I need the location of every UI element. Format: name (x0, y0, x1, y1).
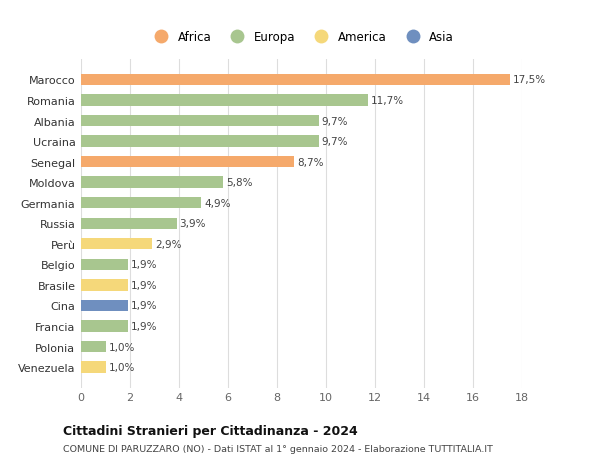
Bar (81, 157, 294, 168)
Text: 9,7%: 9,7% (322, 137, 348, 147)
Bar (81, 321, 128, 332)
Text: Cittadini Stranieri per Cittadinanza - 2024: Cittadini Stranieri per Cittadinanza - 2… (63, 425, 358, 437)
Bar (81, 75, 510, 86)
Text: 2,9%: 2,9% (155, 239, 181, 249)
Text: 1,9%: 1,9% (130, 260, 157, 270)
Bar (81, 362, 106, 373)
Bar (81, 198, 201, 209)
Text: 5,8%: 5,8% (226, 178, 253, 188)
Text: 1,9%: 1,9% (130, 301, 157, 311)
Text: 11,7%: 11,7% (371, 96, 404, 106)
Text: 1,9%: 1,9% (130, 280, 157, 290)
Text: 4,9%: 4,9% (204, 198, 230, 208)
Bar (81, 95, 368, 106)
Text: 3,9%: 3,9% (179, 219, 206, 229)
Text: 9,7%: 9,7% (322, 116, 348, 126)
Bar (81, 259, 128, 270)
Legend: Africa, Europa, America, Asia: Africa, Europa, America, Asia (145, 26, 458, 49)
Text: 8,7%: 8,7% (297, 157, 323, 167)
Bar (81, 341, 106, 353)
Bar (81, 300, 128, 311)
Bar (81, 280, 128, 291)
Bar (81, 177, 223, 188)
Text: 1,0%: 1,0% (109, 342, 135, 352)
Bar (81, 218, 176, 230)
Text: COMUNE DI PARUZZARO (NO) - Dati ISTAT al 1° gennaio 2024 - Elaborazione TUTTITAL: COMUNE DI PARUZZARO (NO) - Dati ISTAT al… (63, 444, 493, 453)
Text: 1,0%: 1,0% (109, 362, 135, 372)
Bar (81, 136, 319, 147)
Bar (81, 239, 152, 250)
Bar (81, 116, 319, 127)
Text: 1,9%: 1,9% (130, 321, 157, 331)
Text: 17,5%: 17,5% (512, 75, 546, 85)
